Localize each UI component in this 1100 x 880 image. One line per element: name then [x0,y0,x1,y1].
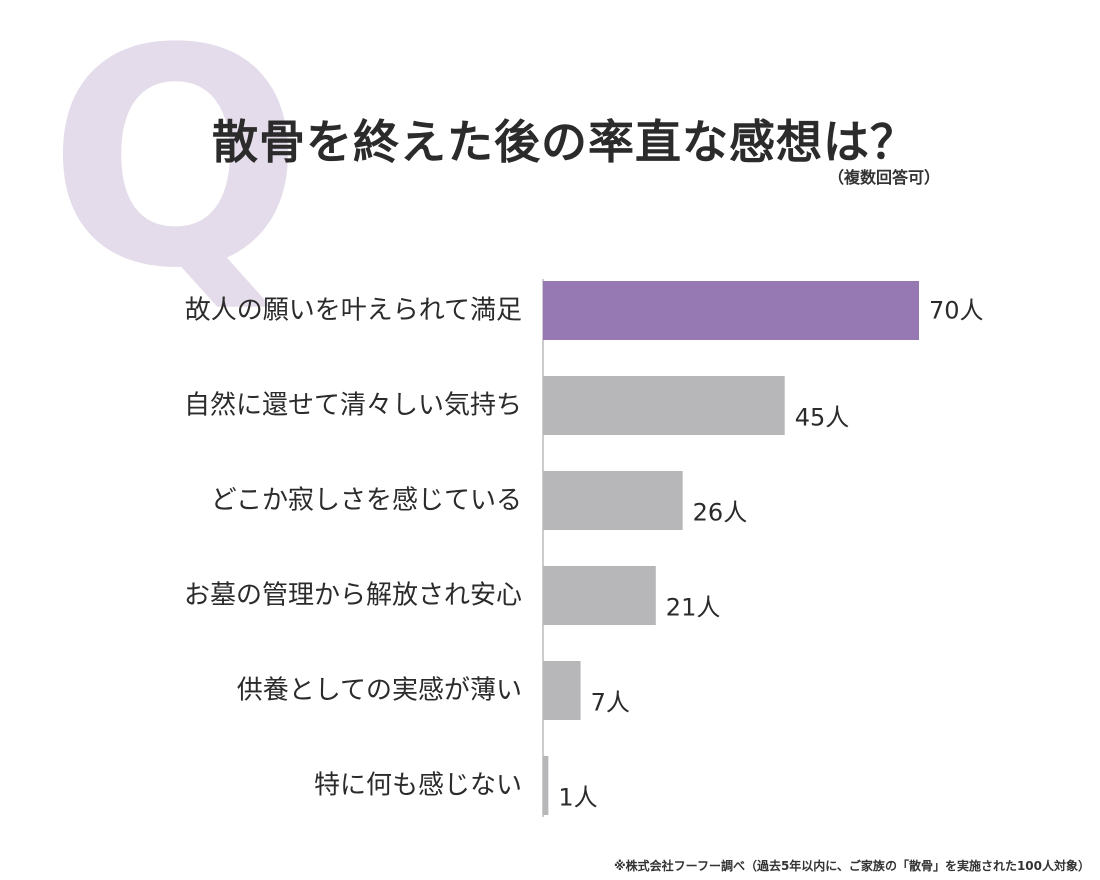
category-label: 故人の願いを叶えられて満足 [185,296,522,326]
value-label: 21人 [666,594,721,622]
category-label: お墓の管理から解放され安心 [184,581,522,611]
category-label: 自然に還せて清々しい気持ち [184,391,522,421]
value-label: 26人 [693,499,748,527]
value-label: 70人 [929,297,984,325]
q-watermark: Q [48,0,304,334]
bar [543,756,549,815]
bar [543,376,785,435]
value-label: 1人 [558,784,597,812]
chart-subtitle: （複数回答可） [827,168,940,187]
bar [543,471,683,530]
category-label: 特に何も感じない [314,771,522,801]
chart-title: 散骨を終えた後の率直な感想は？ [212,115,917,169]
value-label: 7人 [591,689,630,717]
category-label: どこか寂しさを感じている [211,486,522,516]
category-label: 供養としての実感が薄い [237,676,522,706]
value-label: 45人 [795,404,850,432]
bar [543,566,656,625]
footnote: ※株式会社フーフー調べ（過去5年以内に、ご家族の「散骨」を実施された100人対象… [614,859,1090,873]
bar [543,281,919,340]
bar [543,661,581,720]
